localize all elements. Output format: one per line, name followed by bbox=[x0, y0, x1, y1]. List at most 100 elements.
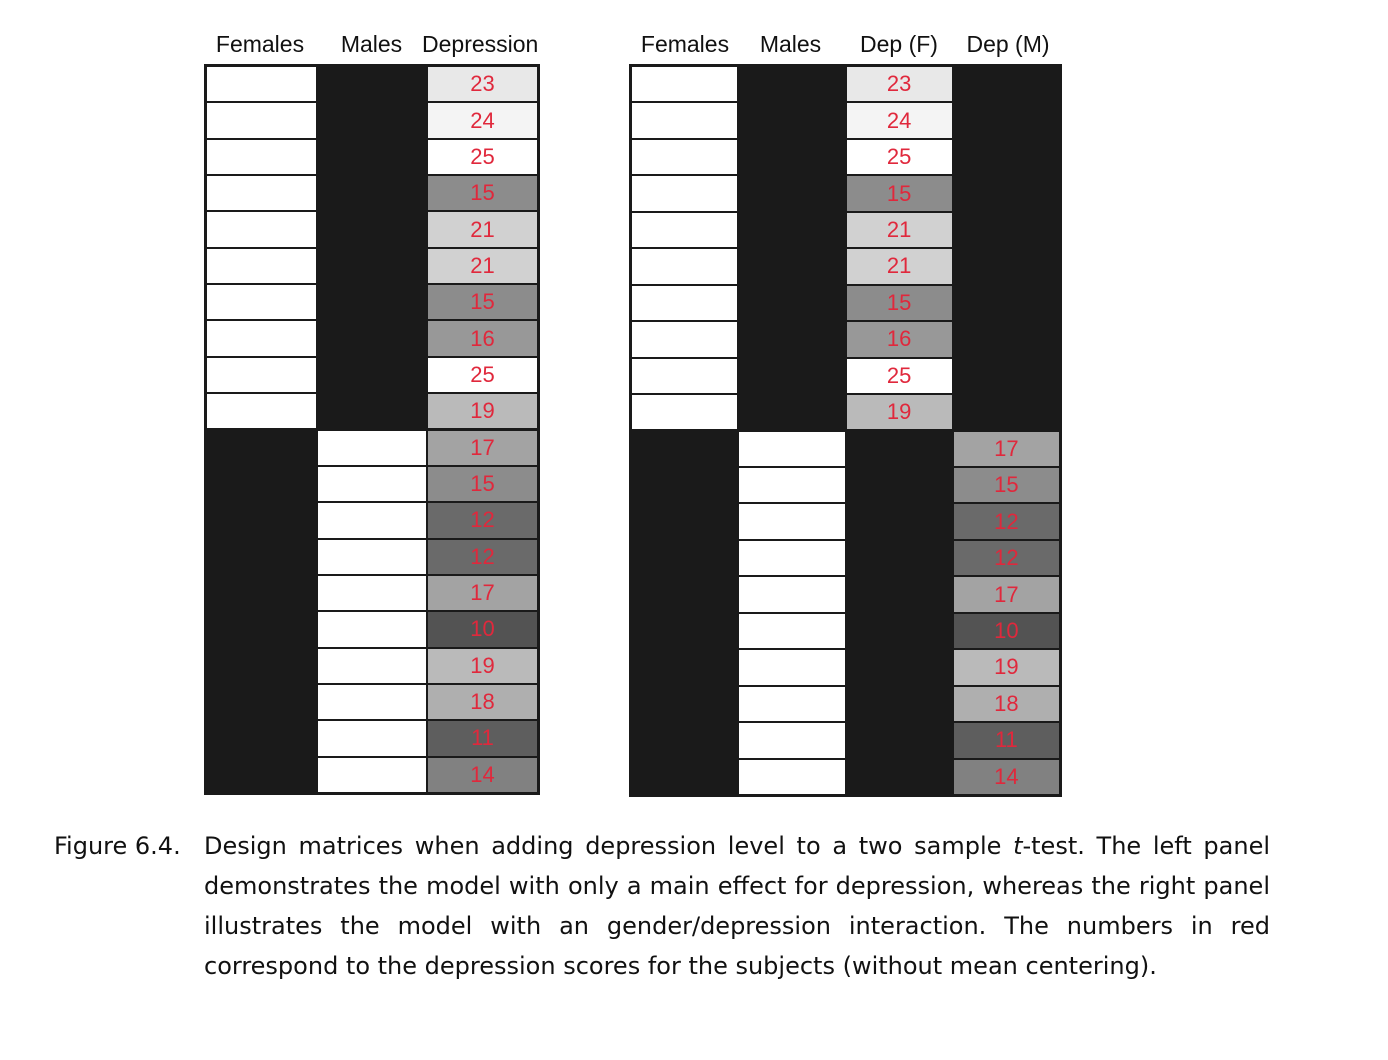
left-depression-value: 12 bbox=[427, 538, 538, 575]
right-cell-one bbox=[631, 321, 739, 358]
right-depression-value: 15 bbox=[952, 466, 1060, 504]
right-depression-value: 19 bbox=[952, 649, 1060, 686]
right-depression-value: 17 bbox=[952, 430, 1060, 467]
right-cell-zero bbox=[952, 102, 1060, 139]
left-cell-one bbox=[206, 138, 317, 176]
right-depression-value: 19 bbox=[845, 394, 953, 431]
left-cell-one bbox=[316, 574, 428, 612]
right-cell-one bbox=[738, 722, 846, 759]
left-cell-one bbox=[206, 320, 317, 357]
left-depression-value: 19 bbox=[427, 647, 538, 684]
right-cell-zero bbox=[952, 66, 1060, 103]
right-header-dep-f: Dep (F) bbox=[860, 31, 938, 57]
left-depression-value: 17 bbox=[427, 574, 538, 612]
right-cell-one bbox=[738, 430, 846, 467]
left-cell-one bbox=[206, 175, 317, 212]
right-cell-one bbox=[738, 758, 846, 795]
left-depression-value: 15 bbox=[427, 284, 538, 321]
left-cell-one bbox=[316, 429, 428, 466]
right-cell-zero bbox=[738, 66, 846, 103]
left-depression-value: 23 bbox=[427, 66, 538, 103]
right-depression-value: 14 bbox=[952, 758, 1060, 795]
left-matrix: 23 24 25 15 21 21 15 16 25 19 17 15 12 12 17 10 19 18 11 14 bbox=[204, 64, 540, 795]
left-cell-zero bbox=[206, 647, 317, 684]
left-cell-one bbox=[206, 284, 317, 321]
left-cell-one bbox=[316, 538, 428, 575]
right-header-females: Females bbox=[640, 31, 730, 57]
left-header-females: Females bbox=[215, 31, 305, 57]
left-cell-zero bbox=[316, 102, 428, 139]
left-cell-zero bbox=[206, 465, 317, 503]
left-cell-one bbox=[316, 647, 428, 684]
right-cell-zero bbox=[845, 466, 953, 504]
right-depression-value: 21 bbox=[845, 211, 953, 249]
right-cell-zero bbox=[845, 430, 953, 467]
left-cell-zero bbox=[206, 502, 317, 539]
right-cell-one bbox=[631, 284, 739, 322]
right-cell-zero bbox=[952, 321, 1060, 358]
right-cell-zero bbox=[845, 503, 953, 540]
right-cell-zero bbox=[845, 758, 953, 795]
left-cell-zero bbox=[206, 720, 317, 757]
right-cell-one bbox=[631, 66, 739, 103]
right-depression-value: 17 bbox=[952, 576, 1060, 613]
left-cell-zero bbox=[316, 175, 428, 212]
left-cell-one bbox=[316, 683, 428, 721]
right-cell-one bbox=[738, 576, 846, 613]
right-depression-value: 18 bbox=[952, 685, 1060, 723]
right-cell-zero bbox=[952, 248, 1060, 285]
right-cell-zero bbox=[631, 685, 739, 723]
right-cell-zero bbox=[845, 612, 953, 650]
left-cell-one bbox=[316, 502, 428, 539]
right-cell-zero bbox=[845, 539, 953, 577]
right-depression-value: 11 bbox=[952, 722, 1060, 759]
left-depression-value: 15 bbox=[427, 175, 538, 212]
left-cell-one bbox=[316, 611, 428, 648]
left-depression-value: 24 bbox=[427, 102, 538, 139]
left-depression-value: 17 bbox=[427, 429, 538, 466]
left-cell-one bbox=[206, 211, 317, 248]
right-cell-one bbox=[738, 685, 846, 723]
right-cell-one bbox=[631, 175, 739, 212]
right-depression-value: 15 bbox=[845, 284, 953, 322]
right-cell-zero bbox=[845, 576, 953, 613]
caption-label: Figure 6.4. bbox=[54, 832, 181, 860]
right-cell-zero bbox=[631, 722, 739, 759]
right-matrix: 23 24 25 15 21 21 15 16 25 19 17 15 12 12 17 10 19 18 11 14 bbox=[629, 64, 1062, 797]
right-depression-value: 24 bbox=[845, 102, 953, 139]
right-cell-zero bbox=[952, 284, 1060, 322]
left-depression-value: 21 bbox=[427, 247, 538, 285]
caption-text-before: Design matrices when adding depression l… bbox=[204, 832, 1014, 860]
right-cell-zero bbox=[738, 248, 846, 285]
right-depression-value: 23 bbox=[845, 66, 953, 103]
left-cell-one bbox=[206, 66, 317, 103]
left-cell-one bbox=[316, 756, 428, 793]
right-cell-zero bbox=[952, 394, 1060, 431]
right-cell-one bbox=[631, 248, 739, 285]
left-cell-zero bbox=[316, 247, 428, 285]
right-cell-one bbox=[631, 211, 739, 249]
left-depression-value: 12 bbox=[427, 502, 538, 539]
left-cell-zero bbox=[206, 756, 317, 793]
left-depression-value: 10 bbox=[427, 611, 538, 648]
caption-text-after: -test. The left panel demonstrates the m… bbox=[204, 832, 1271, 980]
right-cell-zero bbox=[631, 758, 739, 795]
left-header-depression: Depression bbox=[422, 31, 539, 57]
right-cell-zero bbox=[952, 175, 1060, 212]
left-cell-zero bbox=[316, 284, 428, 321]
right-depression-value: 12 bbox=[952, 539, 1060, 577]
left-cell-one bbox=[206, 247, 317, 285]
right-cell-zero bbox=[738, 138, 846, 176]
right-cell-zero bbox=[738, 284, 846, 322]
caption-text: Design matrices when adding depression l… bbox=[204, 826, 1270, 986]
left-cell-zero bbox=[316, 138, 428, 176]
right-depression-value: 21 bbox=[845, 248, 953, 285]
right-cell-zero bbox=[631, 430, 739, 467]
left-cell-zero bbox=[316, 356, 428, 394]
left-depression-value: 21 bbox=[427, 211, 538, 248]
left-cell-one bbox=[316, 720, 428, 757]
left-depression-value: 25 bbox=[427, 356, 538, 394]
right-cell-zero bbox=[845, 722, 953, 759]
left-cell-zero bbox=[206, 574, 317, 612]
left-cell-zero bbox=[316, 393, 428, 430]
